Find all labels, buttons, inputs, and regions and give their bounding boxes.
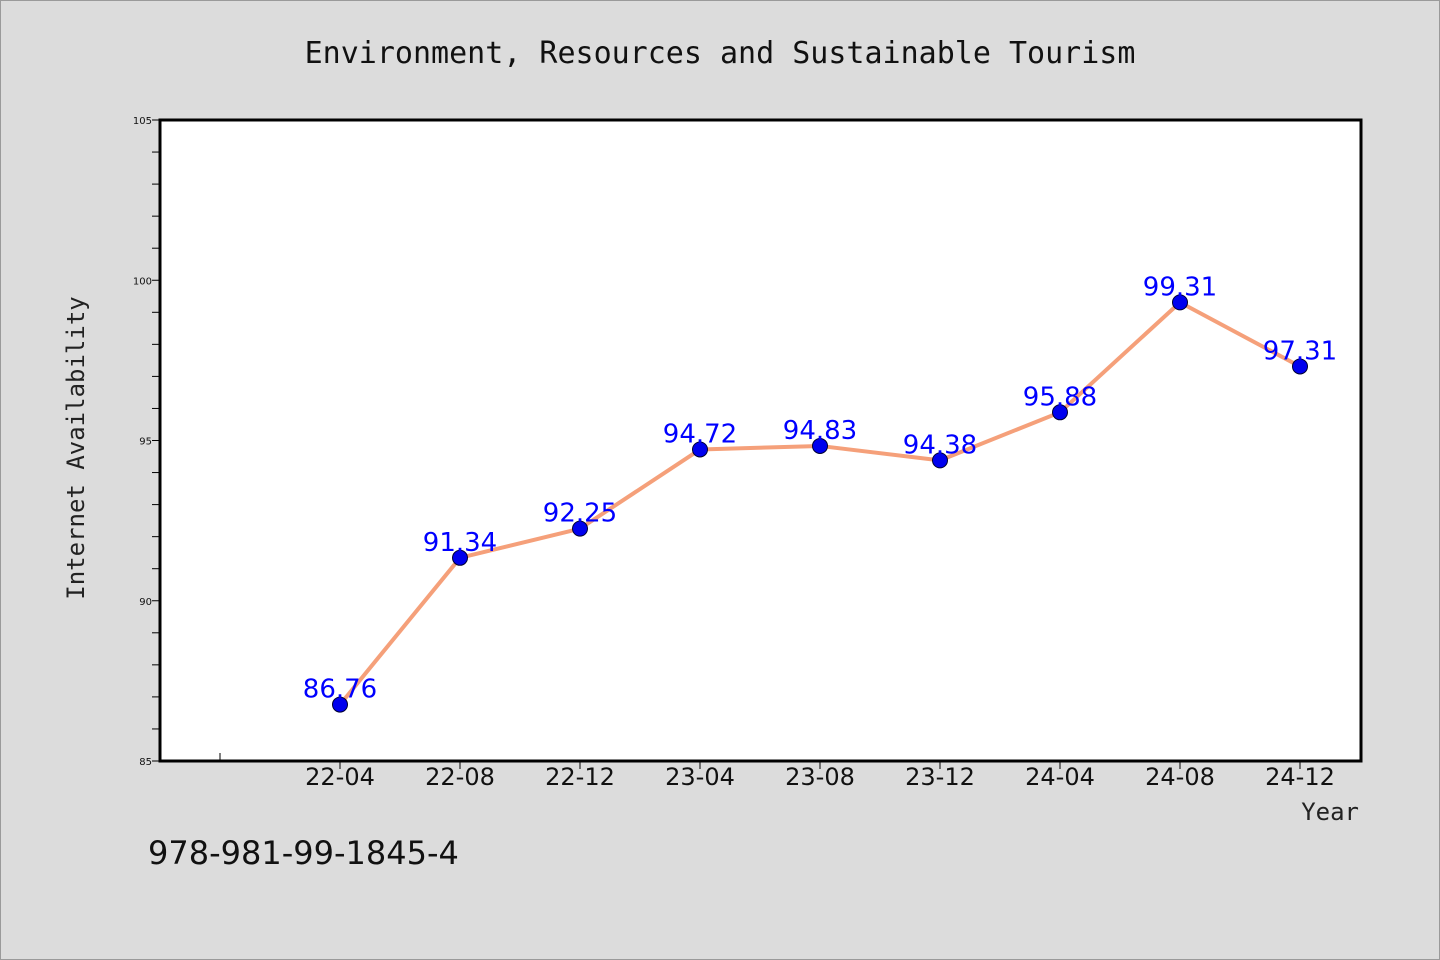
data-point [572,520,588,537]
plot-area [158,118,1363,763]
x-tick-label: 22-08 [425,763,495,791]
data-labels: 86.76 91.34 92.25 94.72 94.83 94.38 95.88 99.31… [303,272,1337,704]
y-axis: 85 90 95 100 105 [133,116,160,768]
x-tick-label: 24-08 [1145,763,1215,791]
data-label: 92.25 [543,499,617,529]
x-tick-label: 23-04 [665,763,735,791]
data-point [932,452,948,469]
data-point [812,437,828,454]
isbn-text: 978-981-99-1845-4 [148,834,459,872]
chart-title: Environment, Resources and Sustainable T… [305,36,1136,71]
y-tick-label: 100 [133,276,152,287]
data-point [1172,294,1188,311]
x-tick-label: 24-04 [1025,763,1095,791]
data-label: 86.76 [303,675,377,705]
data-label: 94.83 [783,416,857,446]
data-label: 94.38 [903,430,977,460]
data-label: 97.31 [1263,336,1337,366]
data-point [332,696,348,713]
y-tick-label: 90 [139,597,152,608]
y-axis-label: Internet Availability [62,296,90,599]
data-point [1292,358,1308,375]
x-tick-label: 24-12 [1265,763,1335,791]
x-axis-label: Year [1301,798,1359,826]
x-tick-label: 23-12 [905,763,975,791]
x-tick-label: 23-08 [785,763,855,791]
x-tick-label: 22-04 [305,763,375,791]
x-tick-label: 22-12 [545,763,615,791]
data-label: 95.88 [1023,382,1097,412]
data-label: 94.72 [663,419,737,449]
data-point [452,549,468,566]
data-markers [332,294,1308,713]
data-label: 91.34 [423,528,497,558]
x-axis: 22-04 22-08 22-12 23-04 23-08 23-12 24-04 24-08… [219,753,1335,791]
y-tick-label: 85 [139,757,152,768]
data-point [1052,404,1068,421]
y-tick-label: 105 [133,116,152,127]
data-point [692,441,708,458]
data-label: 99.31 [1143,272,1217,302]
y-tick-label: 95 [139,437,152,448]
